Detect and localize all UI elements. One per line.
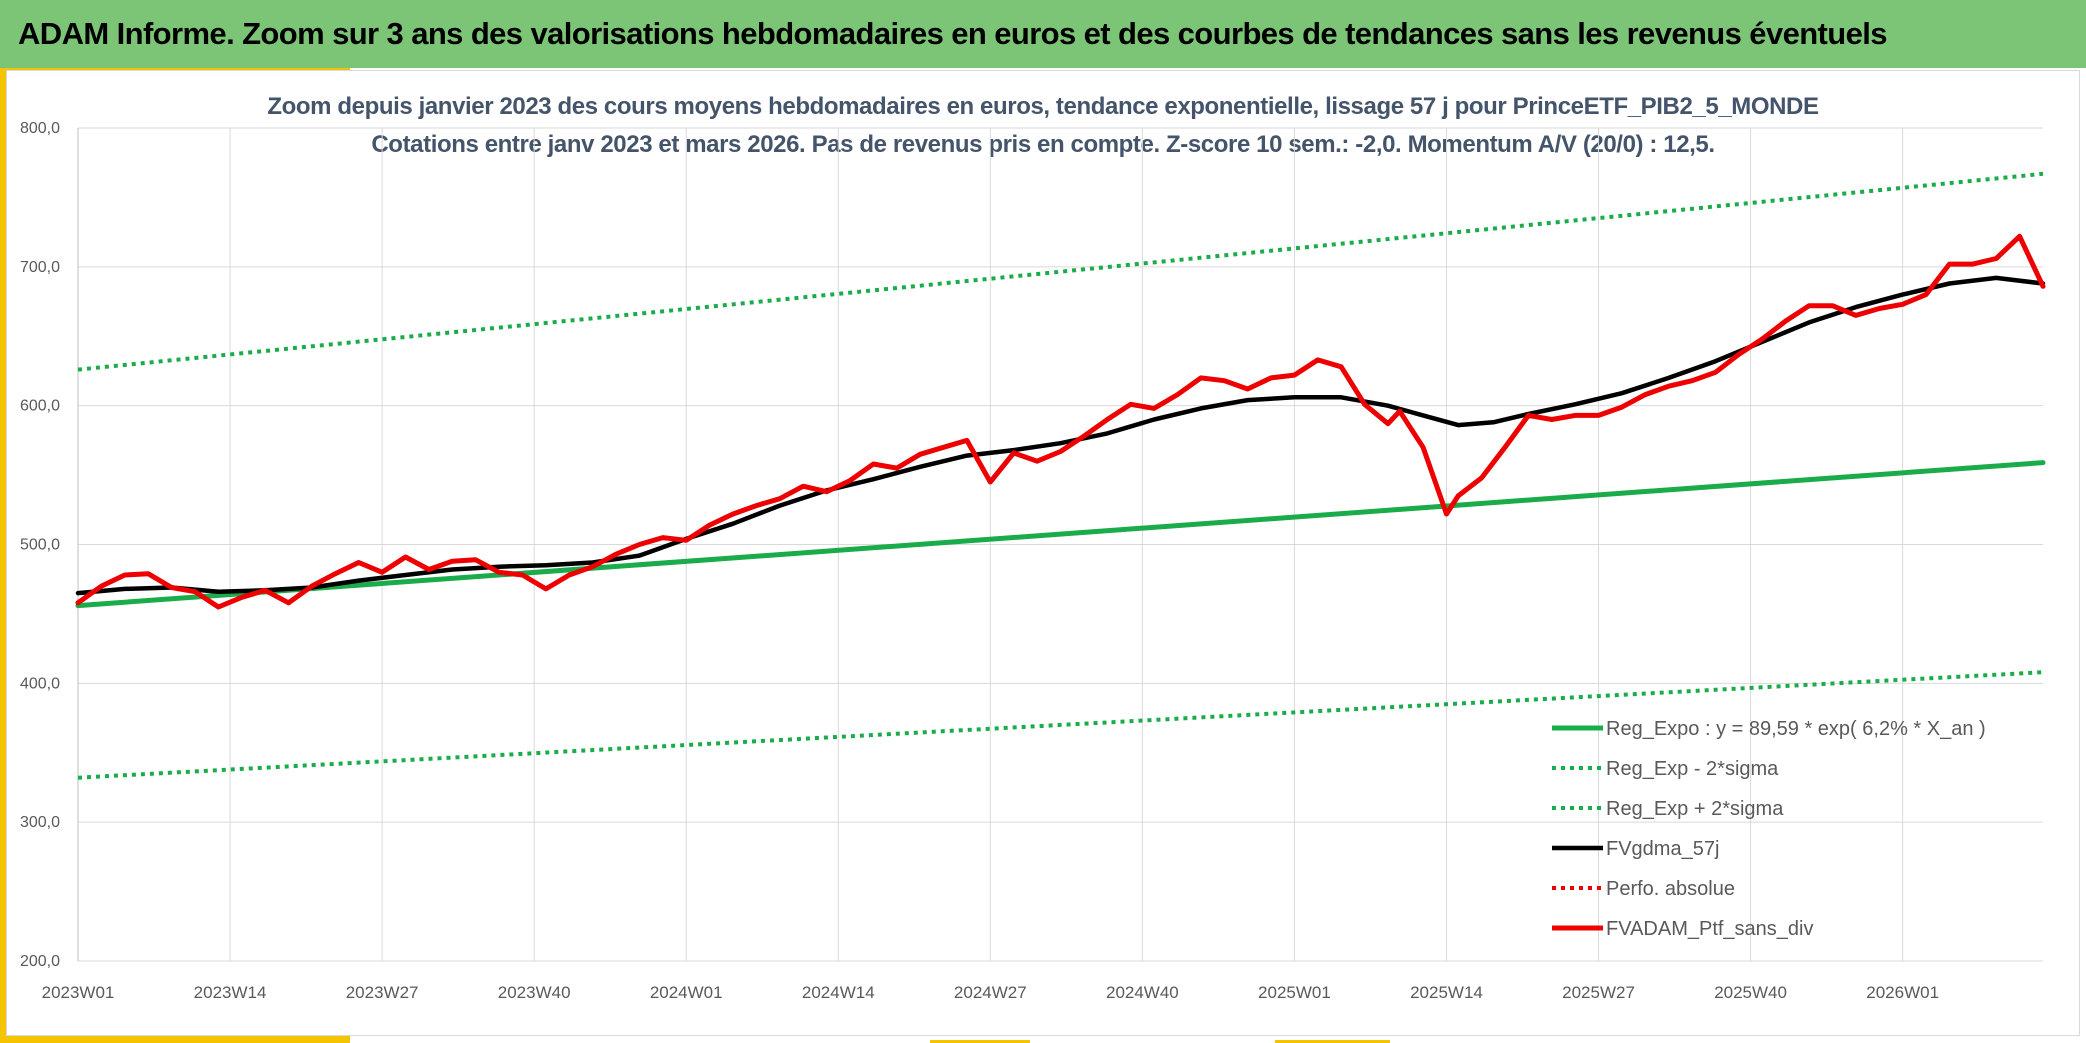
series-line-solid-green	[75, 460, 2046, 609]
accent-bar-left	[0, 68, 6, 1043]
y-tick-label: 500,0	[20, 537, 60, 554]
series-line-dotted-green	[77, 171, 2044, 372]
x-tick-label: 2025W27	[1562, 983, 1635, 1002]
x-tick-label: 2023W01	[42, 983, 115, 1002]
x-tick-label: 2026W01	[1866, 983, 1939, 1002]
x-tick-label: 2025W01	[1258, 983, 1331, 1002]
y-tick-label: 300,0	[20, 814, 60, 831]
x-tick-label: 2025W14	[1410, 983, 1483, 1002]
series-line-dotted-green	[77, 670, 2044, 780]
legend-label: Perfo. absolue	[1606, 878, 1735, 900]
legend-label: Reg_Exp - 2*sigma	[1606, 758, 1779, 780]
x-tick-label: 2024W01	[650, 983, 723, 1002]
legend-label: FVADAM_Ptf_sans_div	[1606, 918, 1814, 940]
x-tick-label: 2024W27	[954, 983, 1027, 1002]
y-tick-label: 800,0	[20, 120, 60, 137]
x-tick-label: 2024W14	[802, 983, 875, 1002]
y-tick-label: 200,0	[20, 953, 60, 970]
legend-label: Reg_Exp + 2*sigma	[1606, 798, 1784, 820]
accent-bar-bottom-mid	[930, 1040, 1030, 1043]
chart-area	[6, 70, 2080, 1036]
x-tick-label: 2023W40	[498, 983, 571, 1002]
series-line-solid-black	[75, 275, 2046, 596]
legend-label: Reg_Expo : y = 89,59 * exp( 6,2% * X_an …	[1606, 718, 1986, 740]
x-tick-label: 2023W14	[194, 983, 267, 1002]
series-line-solid-red	[75, 233, 2046, 610]
x-tick-label: 2025W40	[1714, 983, 1787, 1002]
legend-label: FVgdma_57j	[1606, 838, 1719, 860]
accent-bar-bottom	[0, 1036, 350, 1043]
x-tick-label: 2023W27	[346, 983, 419, 1002]
chart-subtitle: Cotations entre janv 2023 et mars 2026. …	[371, 131, 1715, 158]
chart-title: Zoom depuis janvier 2023 des cours moyen…	[267, 93, 1819, 120]
y-tick-label: 400,0	[20, 675, 60, 692]
x-tick-label: 2024W40	[1106, 983, 1179, 1002]
banner: ADAM Informe. Zoom sur 3 ans des valoris…	[0, 0, 2086, 68]
y-tick-label: 600,0	[20, 398, 60, 415]
banner-title: ADAM Informe. Zoom sur 3 ans des valoris…	[18, 16, 1888, 51]
accent-bar-bottom-right	[1275, 1040, 1390, 1043]
y-tick-label: 700,0	[20, 259, 60, 276]
